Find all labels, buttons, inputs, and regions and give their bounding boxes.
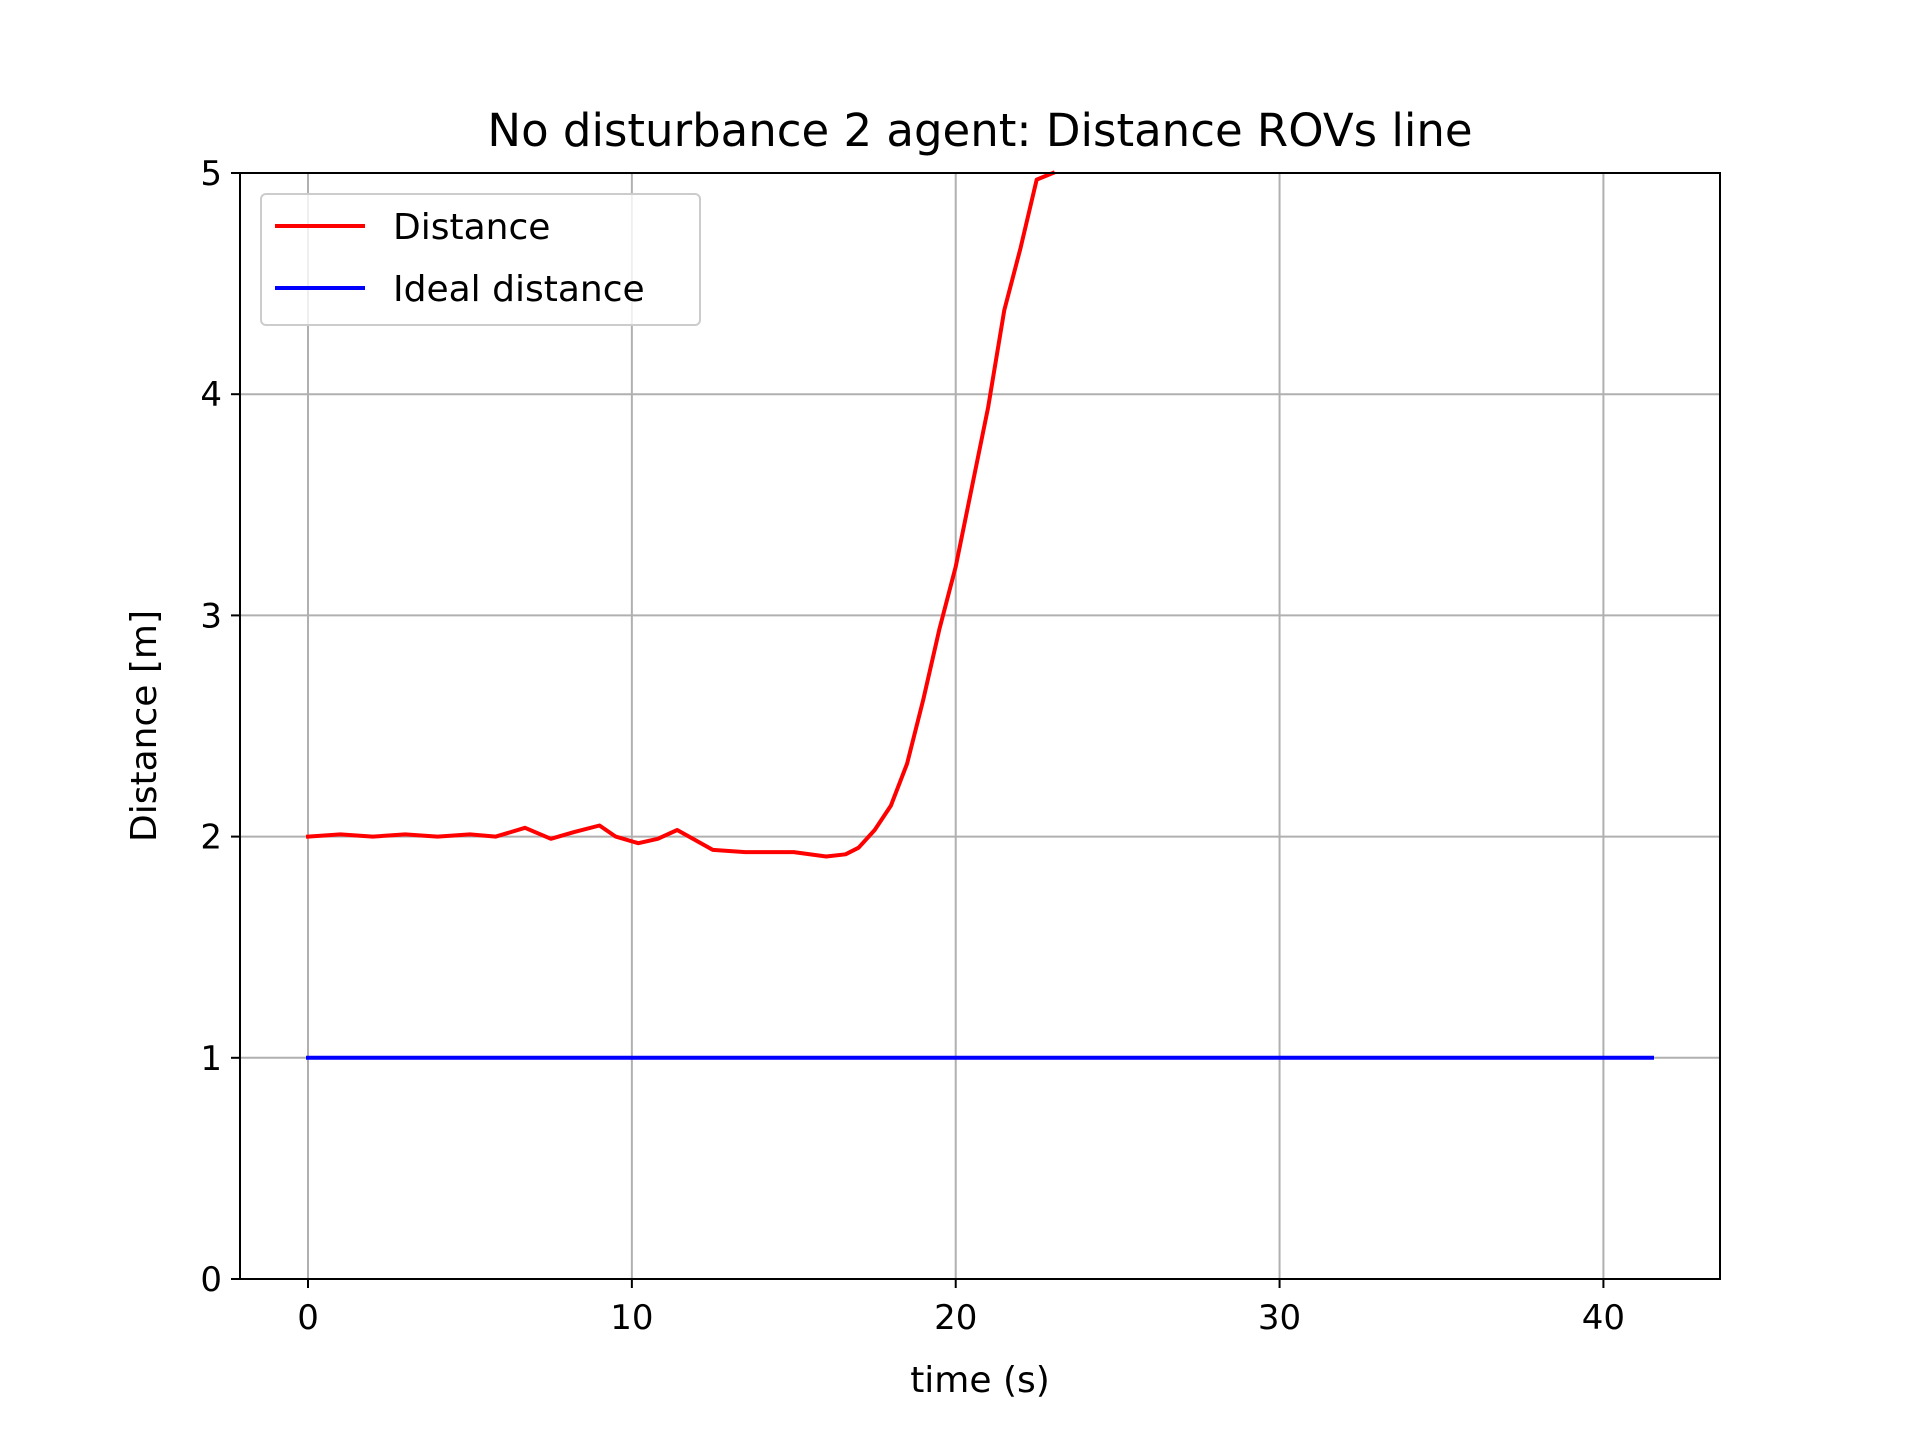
y-tick-label: 4 (200, 375, 222, 415)
legend-label-distance: Distance (393, 207, 550, 248)
legend-label-ideal-distance: Ideal distance (393, 269, 645, 310)
series-line-distance (305, 170, 1056, 859)
x-tick-label: 0 (297, 1298, 319, 1338)
x-tick-label: 20 (934, 1298, 977, 1338)
legend-box (260, 193, 701, 326)
plot-area-frame (239, 172, 1721, 1280)
y-axis-label: Distance [m] (124, 610, 165, 842)
chart-title: No disturbance 2 agent: Distance ROVs li… (487, 104, 1472, 157)
axis-ticks: 0 10 20 30 40 0 1 2 3 4 5 (200, 154, 1625, 1338)
legend: Distance Ideal distance (260, 193, 701, 326)
y-tick-label: 5 (200, 154, 222, 194)
y-tick-label: 3 (200, 596, 222, 636)
y-tick-label: 2 (200, 818, 222, 858)
x-axis-label: time (s) (910, 1360, 1050, 1401)
y-tick-label: 0 (200, 1260, 222, 1300)
y-tick-label: 1 (200, 1039, 222, 1079)
data-series (305, 170, 1654, 1060)
x-tick-label: 40 (1582, 1298, 1625, 1338)
x-tick-label: 10 (610, 1298, 653, 1338)
x-tick-label: 30 (1258, 1298, 1301, 1338)
